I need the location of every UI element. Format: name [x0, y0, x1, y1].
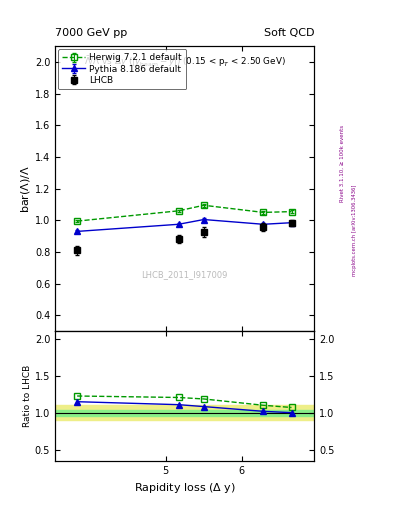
Text: 7000 GeV pp: 7000 GeV pp: [55, 28, 127, 38]
Legend: Herwig 7.2.1 default, Pythia 8.186 default, LHCB: Herwig 7.2.1 default, Pythia 8.186 defau…: [58, 49, 186, 89]
Text: Rivet 3.1.10, ≥ 100k events: Rivet 3.1.10, ≥ 100k events: [340, 125, 345, 202]
Y-axis label: bar($\Lambda$)/$\Lambda$: bar($\Lambda$)/$\Lambda$: [19, 165, 32, 212]
Text: LHCB_2011_I917009: LHCB_2011_I917009: [141, 270, 228, 279]
Text: mcplots.cern.ch [arXiv:1306.3436]: mcplots.cern.ch [arXiv:1306.3436]: [352, 185, 357, 276]
Text: Soft QCD: Soft QCD: [264, 28, 314, 38]
X-axis label: Rapidity loss ($\Delta$ y): Rapidity loss ($\Delta$ y): [134, 481, 236, 495]
Y-axis label: Ratio to LHCB: Ratio to LHCB: [23, 365, 32, 427]
Text: $\bar{\Lambda}/\Lambda$ vs $\Delta y$ ($|y_{\mathrm{beam}}-y|$) (0.15 < p$_{T}$ : $\bar{\Lambda}/\Lambda$ vs $\Delta y$ ($…: [84, 55, 286, 70]
